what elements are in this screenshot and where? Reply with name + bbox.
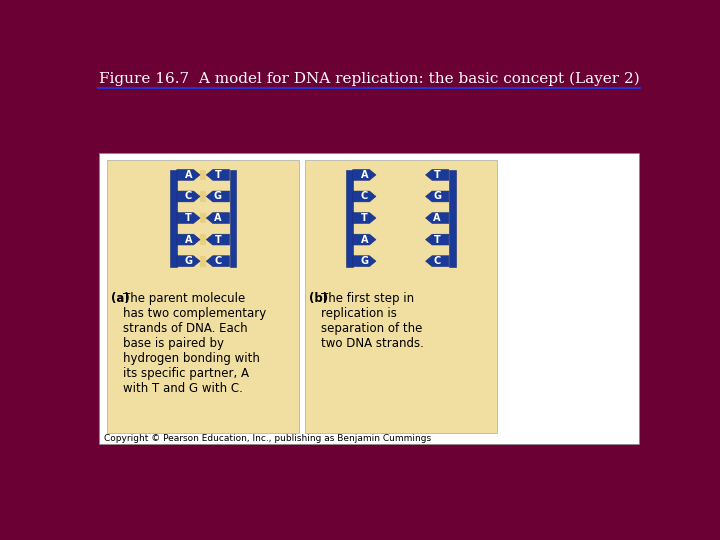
Text: The parent molecule
has two complementary
strands of DNA. Each
base is paired by: The parent molecule has two complementar… bbox=[123, 292, 266, 395]
Polygon shape bbox=[206, 213, 230, 224]
Text: G: G bbox=[360, 256, 369, 266]
Text: A: A bbox=[361, 170, 368, 180]
Text: G: G bbox=[214, 192, 222, 201]
Polygon shape bbox=[177, 234, 200, 245]
Text: T: T bbox=[434, 170, 441, 180]
Bar bbox=[170, 170, 177, 267]
Text: A: A bbox=[433, 213, 441, 223]
Bar bbox=[200, 213, 206, 224]
Polygon shape bbox=[426, 256, 449, 267]
Polygon shape bbox=[426, 191, 449, 202]
Polygon shape bbox=[353, 191, 376, 202]
Polygon shape bbox=[177, 256, 200, 267]
Text: (a): (a) bbox=[111, 292, 130, 305]
Text: T: T bbox=[361, 213, 368, 223]
Polygon shape bbox=[353, 213, 376, 224]
Text: T: T bbox=[434, 234, 441, 245]
Polygon shape bbox=[353, 234, 376, 245]
Polygon shape bbox=[353, 170, 376, 180]
Text: C: C bbox=[215, 256, 222, 266]
Text: T: T bbox=[215, 234, 221, 245]
Text: A: A bbox=[184, 234, 192, 245]
Bar bbox=[200, 234, 206, 245]
Text: (b): (b) bbox=[309, 292, 328, 305]
Text: C: C bbox=[185, 192, 192, 201]
Text: T: T bbox=[185, 213, 192, 223]
Text: A: A bbox=[361, 234, 368, 245]
Bar bbox=[200, 191, 206, 202]
Bar bbox=[200, 170, 206, 180]
Text: T: T bbox=[215, 170, 221, 180]
Polygon shape bbox=[177, 191, 200, 202]
Polygon shape bbox=[426, 170, 449, 180]
Bar bbox=[99, 153, 639, 444]
Bar bbox=[230, 170, 236, 267]
Text: A: A bbox=[184, 170, 192, 180]
Bar bbox=[305, 159, 497, 433]
Polygon shape bbox=[426, 234, 449, 245]
Polygon shape bbox=[353, 256, 376, 267]
Polygon shape bbox=[206, 191, 230, 202]
Text: A: A bbox=[214, 213, 222, 223]
Text: Figure 16.7  A model for DNA replication: the basic concept (Layer 2): Figure 16.7 A model for DNA replication:… bbox=[99, 71, 639, 86]
Text: G: G bbox=[433, 192, 441, 201]
Bar bbox=[346, 170, 353, 267]
Bar bbox=[107, 159, 300, 433]
Text: C: C bbox=[433, 256, 441, 266]
Text: C: C bbox=[361, 192, 368, 201]
Bar bbox=[449, 170, 456, 267]
Text: Copyright © Pearson Education, Inc., publishing as Benjamin Cummings: Copyright © Pearson Education, Inc., pub… bbox=[104, 434, 431, 443]
Text: The first step in
replication is
separation of the
two DNA strands.: The first step in replication is separat… bbox=[321, 292, 424, 350]
Polygon shape bbox=[206, 256, 230, 267]
Text: G: G bbox=[184, 256, 192, 266]
Polygon shape bbox=[206, 170, 230, 180]
Bar bbox=[200, 256, 206, 267]
Polygon shape bbox=[426, 213, 449, 224]
Polygon shape bbox=[177, 170, 200, 180]
Polygon shape bbox=[177, 213, 200, 224]
Polygon shape bbox=[206, 234, 230, 245]
